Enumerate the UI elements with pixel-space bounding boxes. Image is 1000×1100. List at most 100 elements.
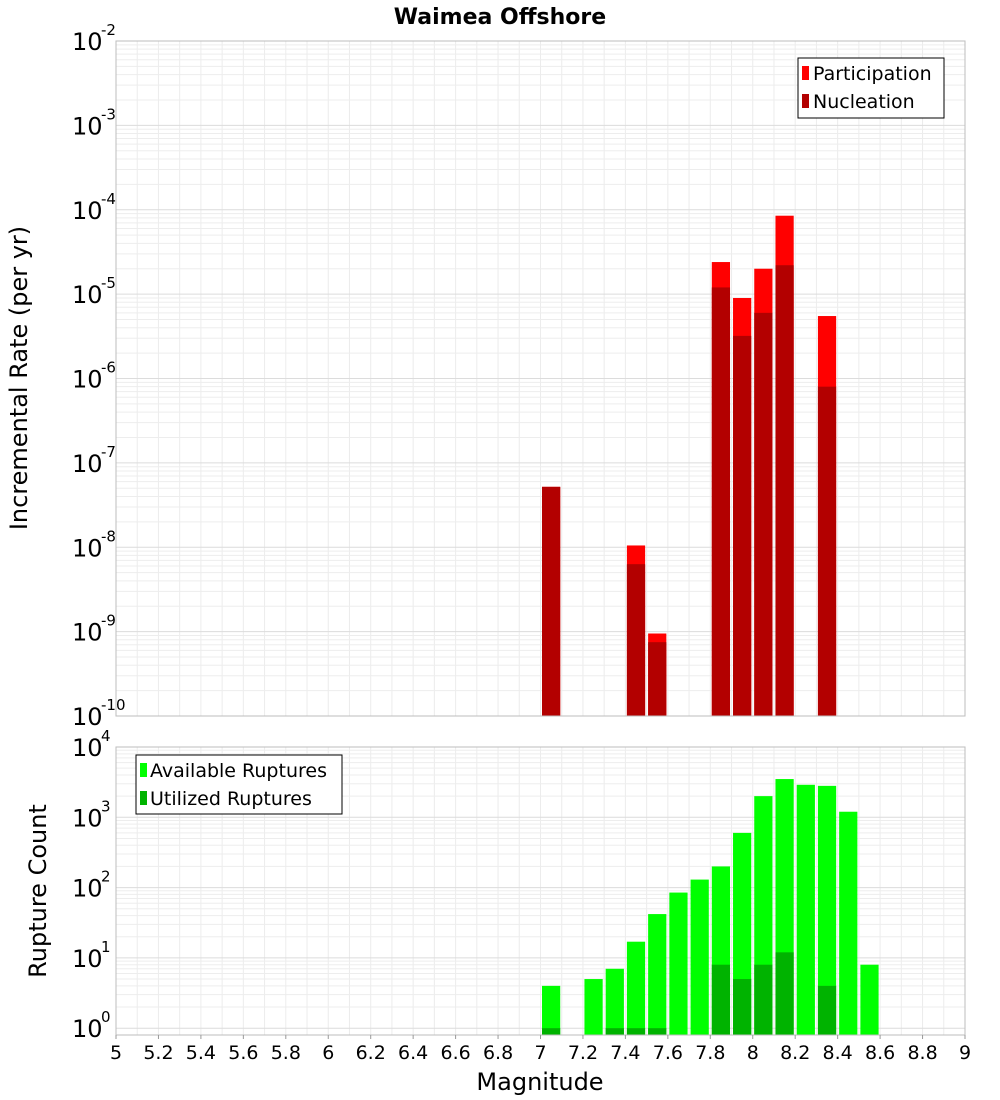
- x-tick-label: 6.4: [398, 1042, 428, 1064]
- x-tick-label: 7: [534, 1042, 546, 1064]
- y-tick-base: 10: [72, 703, 103, 731]
- x-tick-label: 8: [747, 1042, 759, 1064]
- chart-title: Waimea Offshore: [394, 5, 606, 30]
- utilized-ruptures-bar: [775, 952, 794, 1035]
- nucleation-bar: [733, 335, 752, 716]
- count-y-axis-label: Rupture Count: [24, 804, 52, 978]
- y-tick-base: 10: [72, 945, 103, 973]
- y-tick-exponent: 1: [101, 938, 111, 956]
- x-tick-label: 5.4: [186, 1042, 216, 1064]
- utilized-ruptures-bar: [711, 964, 731, 1035]
- nucleation-legend-swatch: [802, 94, 809, 108]
- rate-grid: [115, 41, 966, 717]
- x-axis-label: Magnitude: [476, 1068, 603, 1096]
- x-tick-label: 5.8: [271, 1042, 301, 1064]
- y-tick-exponent: 4: [101, 727, 111, 745]
- utilized-ruptures-bar: [817, 985, 837, 1035]
- y-tick-base: 10: [72, 534, 103, 562]
- rate-y-axis-label: Incremental Rate (per yr): [5, 226, 33, 530]
- y-tick-base: 10: [72, 619, 103, 647]
- y-tick-exponent: 0: [101, 1008, 111, 1026]
- x-tick-label: 5.6: [228, 1042, 258, 1064]
- y-tick-base: 10: [72, 1015, 103, 1043]
- available-ruptures-bar: [584, 979, 603, 1035]
- y-tick-base: 10: [72, 197, 103, 225]
- utilized-ruptures-bar: [648, 1028, 667, 1035]
- available-ruptures-bar: [796, 784, 815, 1035]
- y-tick-base: 10: [72, 875, 103, 903]
- y-tick-exponent: -6: [101, 359, 116, 377]
- x-tick-label: 8.2: [780, 1042, 810, 1064]
- x-tick-label: 6.8: [483, 1042, 513, 1064]
- x-tick-label: 7.8: [695, 1042, 725, 1064]
- nucleation-bar: [711, 287, 731, 716]
- y-tick-exponent: -8: [101, 527, 116, 545]
- available-ruptures-bar: [860, 964, 879, 1035]
- x-tick-label: 6.2: [356, 1042, 386, 1064]
- x-tick-label: 8.8: [907, 1042, 937, 1064]
- y-tick-base: 10: [72, 366, 103, 394]
- available-ruptures-bar: [817, 785, 837, 1035]
- y-tick-base: 10: [72, 112, 103, 140]
- x-tick-label: 8.4: [823, 1042, 853, 1064]
- participation-legend-label: Participation: [813, 63, 932, 85]
- y-tick-exponent: -10: [101, 696, 126, 714]
- x-ticks: 5 5.2 5.4 5.6 5.8 6 6.2 6.4 6.6 6.8 7 7.2 7.4 7.6 7.8 8…: [110, 1035, 971, 1064]
- available-legend-swatch: [140, 763, 147, 777]
- utilized-ruptures-bar: [542, 1028, 561, 1035]
- available-ruptures-bar: [626, 941, 646, 1035]
- y-tick-base: 10: [72, 281, 103, 309]
- rate-bars: [542, 215, 837, 717]
- x-tick-label: 7.6: [653, 1042, 683, 1064]
- y-tick-base: 10: [72, 450, 103, 478]
- rate-plot-border: [115, 40, 966, 717]
- nucleation-legend-label: Nucleation: [813, 91, 915, 113]
- nucleation-bar: [626, 564, 646, 716]
- y-tick-exponent: -7: [101, 443, 116, 461]
- rate-legend-box: [797, 57, 945, 119]
- y-tick-exponent: -5: [101, 274, 116, 292]
- y-tick-exponent: 3: [101, 797, 111, 815]
- nucleation-bar: [754, 312, 773, 716]
- nucleation-bar: [648, 642, 667, 716]
- y-tick-base: 10: [72, 804, 103, 832]
- available-ruptures-bar: [690, 879, 709, 1035]
- x-tick-label: 5: [110, 1042, 122, 1064]
- utilized-legend-swatch: [140, 791, 147, 805]
- y-tick-exponent: -9: [101, 612, 116, 630]
- y-tick-exponent: -2: [101, 21, 116, 39]
- available-ruptures-bar: [605, 968, 624, 1035]
- x-tick-label: 9: [959, 1042, 971, 1064]
- available-legend-label: Available Ruptures: [150, 760, 327, 782]
- count-legend-box: [135, 754, 343, 815]
- available-ruptures-bar: [839, 811, 858, 1035]
- available-ruptures-bar: [669, 892, 688, 1035]
- y-tick-exponent: 2: [101, 868, 111, 886]
- x-tick-label: 8.6: [865, 1042, 895, 1064]
- utilized-ruptures-bar: [605, 1028, 624, 1035]
- nucleation-bar: [817, 386, 837, 716]
- count-bars: [542, 779, 879, 1035]
- y-tick-exponent: -3: [101, 105, 116, 123]
- nucleation-bar: [775, 265, 794, 716]
- count-legend: Available Ruptures Utilized Ruptures: [135, 754, 343, 815]
- utilized-ruptures-bar: [754, 964, 773, 1035]
- x-tick-label: 7.2: [568, 1042, 598, 1064]
- utilized-legend-label: Utilized Ruptures: [150, 788, 312, 810]
- x-tick-label: 7.4: [610, 1042, 640, 1064]
- x-tick-label: 6: [322, 1042, 334, 1064]
- utilized-ruptures-bar: [733, 979, 752, 1035]
- y-tick-base: 10: [72, 28, 103, 56]
- available-ruptures-bar: [542, 985, 561, 1035]
- nucleation-bar: [542, 486, 561, 716]
- x-tick-label: 5.2: [143, 1042, 173, 1064]
- rate-legend: Participation Nucleation: [797, 57, 945, 119]
- utilized-ruptures-bar: [626, 1028, 646, 1035]
- available-ruptures-bar: [648, 914, 667, 1035]
- participation-legend-swatch: [802, 66, 809, 80]
